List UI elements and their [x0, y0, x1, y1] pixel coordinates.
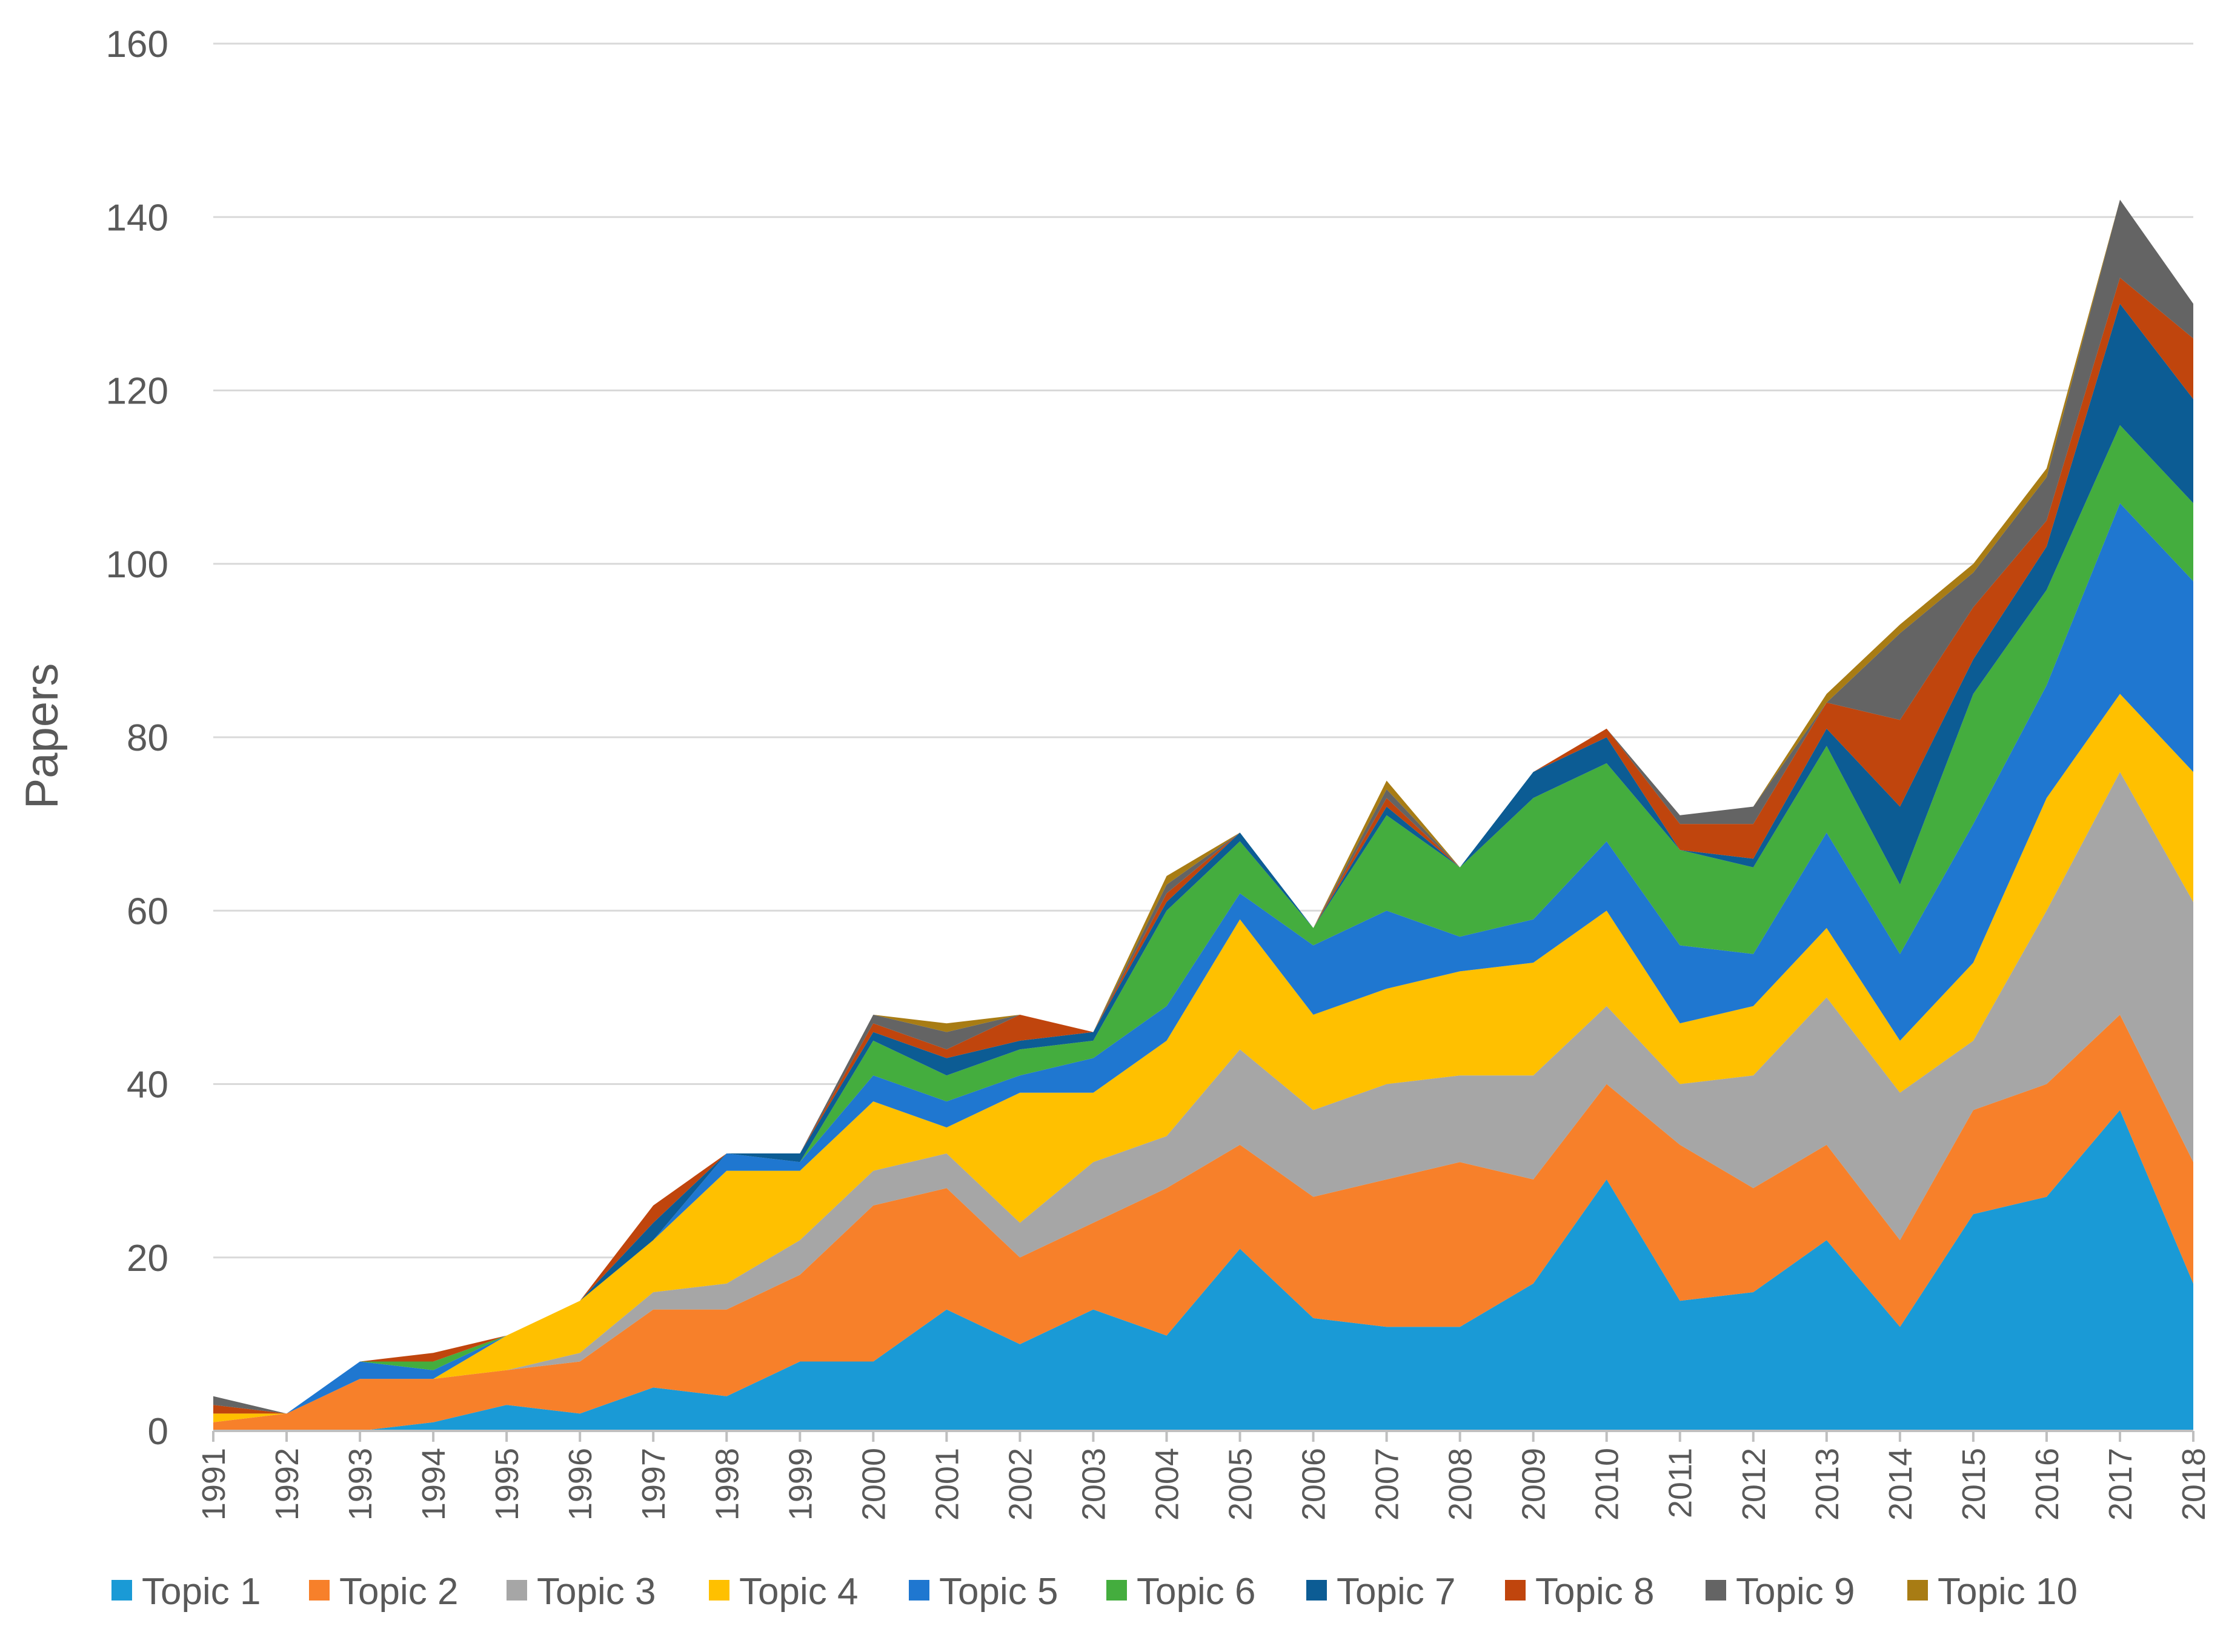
area-topic-5 [213, 503, 2193, 1414]
legend-swatch [507, 1580, 527, 1601]
legend-label: Topic 9 [1736, 1571, 1855, 1613]
area-topic-1 [213, 1110, 2193, 1431]
x-tick-label: 2003 [1075, 1448, 1112, 1521]
legend-swatch [1706, 1580, 1726, 1601]
legend-label: Topic 2 [339, 1571, 458, 1613]
x-tick-label: 1997 [636, 1448, 672, 1521]
x-tick-label: 1996 [562, 1448, 599, 1521]
area-topic-3 [213, 772, 2193, 1422]
legend-swatch [1907, 1580, 1928, 1601]
y-tick-label: 60 [127, 891, 168, 932]
x-tick-label: 2004 [1149, 1448, 1185, 1521]
x-tick-label: 2002 [1002, 1448, 1038, 1521]
legend: Topic 1 Topic 2 Topic 3 Topic 4 Topic 5 Topic… [111, 1571, 2078, 1613]
x-tick-label: 2011 [1663, 1448, 1699, 1518]
x-tick-label: 2013 [1809, 1448, 1846, 1521]
y-tick-label: 80 [127, 717, 168, 759]
area-topic-4 [213, 694, 2193, 1422]
legend-swatch [1106, 1580, 1127, 1601]
legend-label: Topic 7 [1337, 1571, 1455, 1613]
legend-label: Topic 3 [537, 1571, 656, 1613]
legend-swatch [709, 1580, 729, 1601]
area-topic-2 [213, 1015, 2193, 1431]
legend-label: Topic 6 [1137, 1571, 1255, 1613]
x-tick-label: 2016 [2029, 1448, 2065, 1521]
legend-swatch [909, 1580, 929, 1601]
legend-label: Topic 4 [739, 1571, 858, 1613]
axes: 0 20 40 60 80 100 120 140 160 1991 1992 1993 1994 199… [106, 24, 2212, 1521]
x-tick-label: 2006 [1296, 1448, 1332, 1521]
x-tick-label: 1998 [709, 1448, 745, 1521]
area-topic-6 [213, 425, 2193, 1414]
x-tick-label: 2000 [856, 1448, 892, 1521]
x-tick-label: 2001 [929, 1448, 965, 1521]
x-tick-label: 1995 [489, 1448, 525, 1521]
x-tick-label: 1993 [342, 1448, 379, 1521]
x-tick-label: 1999 [782, 1448, 819, 1521]
y-tick-label: 120 [106, 371, 168, 413]
y-tick-label: 160 [106, 24, 168, 65]
x-tick-label: 1991 [196, 1448, 232, 1521]
x-tick-label: 2009 [1516, 1448, 1552, 1521]
x-tick-label: 2018 [2176, 1448, 2212, 1521]
legend-label: Topic 8 [1535, 1571, 1654, 1613]
x-tick-label: 1992 [269, 1448, 305, 1521]
legend-swatch [309, 1580, 330, 1601]
legend-swatch [1505, 1580, 1526, 1601]
legend-label: Topic 10 [1938, 1571, 2078, 1613]
y-tick-label: 140 [106, 197, 168, 239]
areas [213, 199, 2193, 1431]
x-tick-label: 2017 [2102, 1448, 2139, 1521]
x-tick-label: 2014 [1882, 1448, 1919, 1521]
x-tick-label: 2015 [1956, 1448, 1992, 1521]
y-tick-label: 20 [127, 1238, 168, 1279]
x-tick-label: 2008 [1443, 1448, 1479, 1521]
y-tick-label: 100 [106, 544, 168, 586]
legend-label: Topic 1 [142, 1571, 261, 1613]
y-axis-label: Papers [16, 663, 68, 809]
x-tick-label: 1994 [416, 1448, 452, 1521]
y-tick-label: 0 [148, 1411, 168, 1453]
x-tick-label: 2005 [1223, 1448, 1259, 1521]
y-tick-label: 40 [127, 1064, 168, 1106]
x-tick-label: 2010 [1589, 1448, 1626, 1521]
x-tick-label: 2007 [1369, 1448, 1406, 1521]
legend-swatch [111, 1580, 132, 1601]
legend-swatch [1306, 1580, 1327, 1601]
legend-label: Topic 5 [939, 1571, 1058, 1613]
x-tick-label: 2012 [1736, 1448, 1772, 1521]
